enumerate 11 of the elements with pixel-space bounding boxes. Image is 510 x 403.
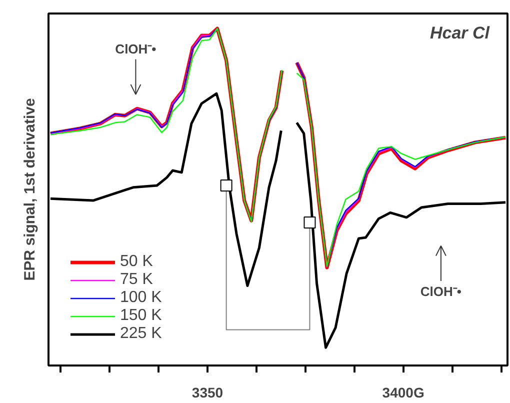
annotation: ClOH⁻• (115, 41, 157, 56)
legend-label: 150 K (120, 307, 162, 325)
legend-label: 75 K (120, 271, 153, 289)
x-tick-label: 3350 (192, 384, 224, 400)
y-axis-title: EPR signal, 1st derivative (22, 98, 38, 281)
chart-title: Hcar Cl (430, 24, 491, 42)
legend-label: 225 K (120, 325, 162, 343)
legend-label: 100 K (120, 289, 162, 307)
legend-label: 50 K (120, 253, 153, 271)
annotation: ClOH⁻• (420, 284, 462, 300)
x-tick-label: 3400G (382, 384, 424, 400)
